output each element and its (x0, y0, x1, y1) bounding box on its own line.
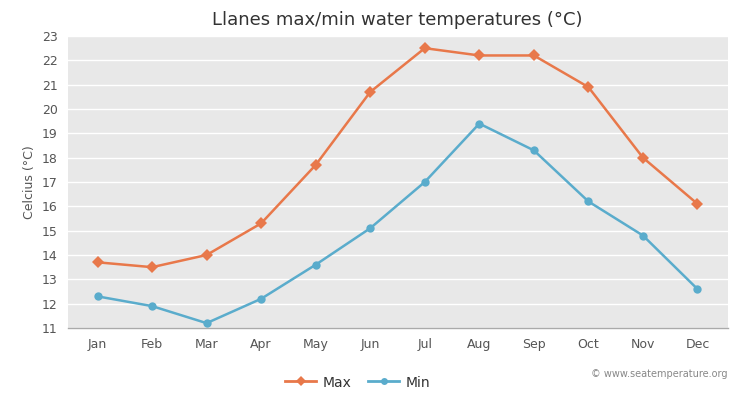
Text: © www.seatemperature.org: © www.seatemperature.org (591, 369, 728, 379)
Min (366, 226, 375, 231)
Legend: Max, Min: Max, Min (280, 370, 436, 395)
Min (584, 199, 593, 204)
Max (530, 53, 538, 58)
Max (311, 162, 320, 167)
Title: Llanes max/min water temperatures (°C): Llanes max/min water temperatures (°C) (212, 11, 583, 29)
Min (693, 287, 702, 292)
Max (366, 90, 375, 94)
Max (148, 265, 157, 270)
Min (202, 321, 211, 326)
Min (420, 180, 429, 184)
Min (530, 148, 538, 153)
Min (475, 121, 484, 126)
Min (256, 296, 265, 301)
Line: Min: Min (93, 120, 702, 327)
Max (202, 253, 211, 258)
Y-axis label: Celcius (°C): Celcius (°C) (23, 145, 36, 219)
Min (638, 233, 647, 238)
Line: Max: Max (93, 44, 702, 271)
Max (420, 46, 429, 50)
Max (93, 260, 102, 265)
Max (584, 85, 593, 90)
Max (638, 155, 647, 160)
Min (93, 294, 102, 299)
Max (475, 53, 484, 58)
Max (256, 221, 265, 226)
Min (148, 304, 157, 308)
Max (693, 202, 702, 206)
Min (311, 262, 320, 267)
